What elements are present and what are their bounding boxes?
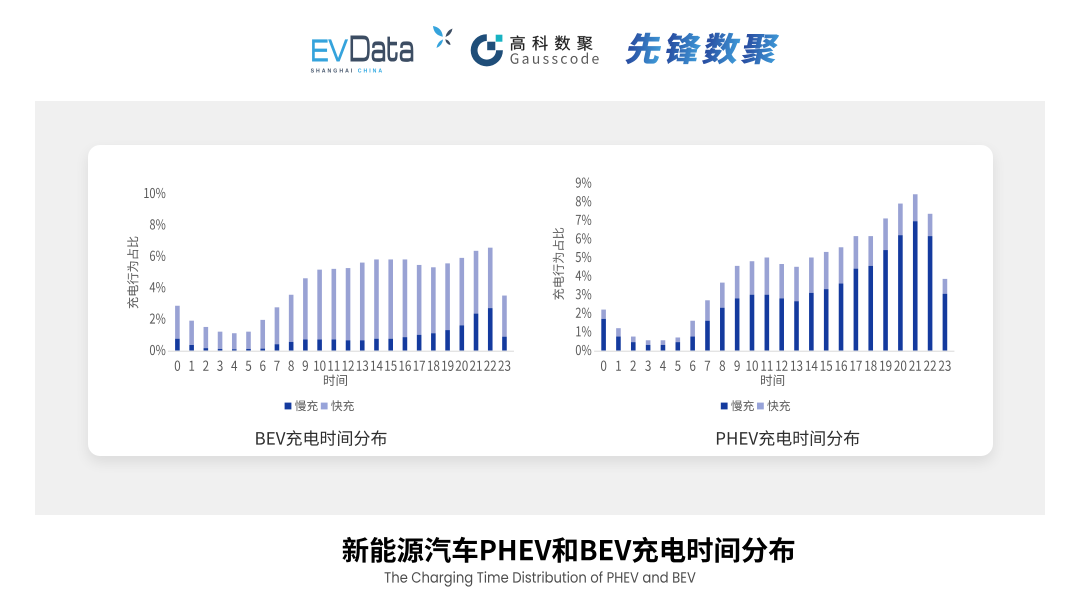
svg-text:SHANGHAI CHINA: SHANGHAI CHINA [311,69,385,75]
